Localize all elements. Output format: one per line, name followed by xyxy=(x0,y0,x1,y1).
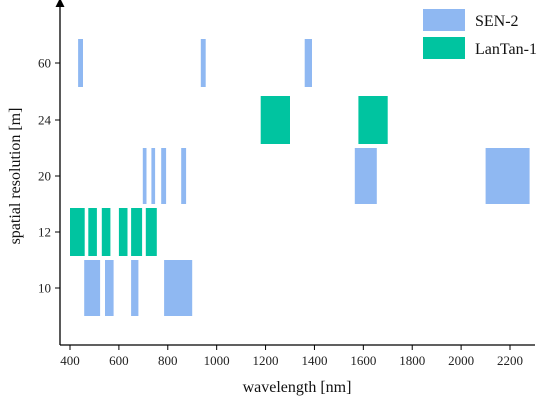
y-tick-label-60: 60 xyxy=(38,56,51,71)
bars-layer xyxy=(70,39,530,316)
band-bar-lantan1-5 xyxy=(118,208,128,256)
band-bar-lantan1-4 xyxy=(101,208,111,256)
y-axis-title: spatial resolution [m] xyxy=(7,108,24,245)
legend-label-sen2: SEN-2 xyxy=(475,13,519,30)
band-bar-sen2-2 xyxy=(304,39,312,87)
band-bar-lantan1-2 xyxy=(70,208,85,256)
band-bar-sen2-4 xyxy=(151,148,156,204)
x-tick-label-800: 800 xyxy=(158,353,178,368)
x-axis-title: wavelength [nm] xyxy=(243,379,352,396)
x-tick-label-1400: 1400 xyxy=(301,353,327,368)
x-tick-label-400: 400 xyxy=(60,353,80,368)
legend-swatch-sen2 xyxy=(423,9,465,31)
x-tick-label-600: 600 xyxy=(109,353,129,368)
x-tick-label-1200: 1200 xyxy=(253,353,279,368)
band-bar-sen2-10 xyxy=(105,260,114,316)
ticks-layer: 400 600 800 1000 1200 1400 1600 1800 2000 2200 10 1… xyxy=(38,56,523,369)
band-bar-sen2-12 xyxy=(164,260,193,316)
band-bar-sen2-9 xyxy=(84,260,101,316)
band-bar-lantan1-0 xyxy=(260,96,290,144)
band-bar-sen2-1 xyxy=(200,39,206,87)
x-tick-label-2000: 2000 xyxy=(448,353,474,368)
x-tick-label-1800: 1800 xyxy=(399,353,425,368)
x-tick-label-1600: 1600 xyxy=(350,353,376,368)
x-tick-label-1000: 1000 xyxy=(204,353,230,368)
y-tick-label-24: 24 xyxy=(38,113,52,128)
legend-label-lantan1: LanTan-1 xyxy=(475,41,537,58)
band-bar-sen2-5 xyxy=(161,148,167,204)
x-tick-label-2200: 2200 xyxy=(497,353,523,368)
y-tick-label-20: 20 xyxy=(38,169,51,184)
band-bar-lantan1-1 xyxy=(358,96,388,144)
band-bar-lantan1-7 xyxy=(145,208,157,256)
band-bar-sen2-8 xyxy=(485,148,530,204)
y-tick-label-12: 12 xyxy=(38,225,51,240)
band-bar-sen2-3 xyxy=(142,148,147,204)
y-tick-label-10: 10 xyxy=(38,281,51,296)
legend: SEN-2 LanTan-1 xyxy=(423,9,537,59)
band-bar-lantan1-6 xyxy=(131,208,143,256)
band-bar-lantan1-3 xyxy=(88,208,97,256)
band-bar-sen2-0 xyxy=(78,39,83,87)
band-bar-sen2-6 xyxy=(181,148,187,204)
legend-swatch-lantan1 xyxy=(423,37,465,59)
band-bar-sen2-11 xyxy=(131,260,139,316)
band-bar-sen2-7 xyxy=(354,148,377,204)
